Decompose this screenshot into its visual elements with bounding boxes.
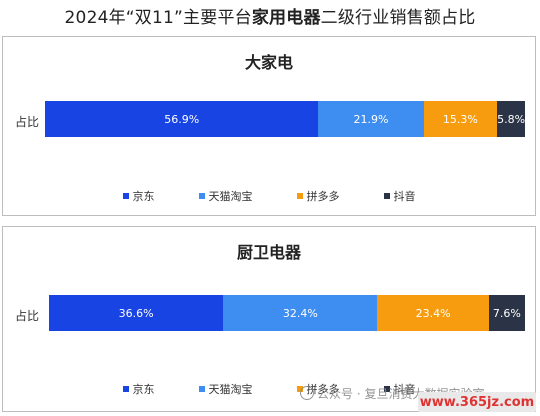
stacked-bar: 36.6% 32.4% 23.4% 7.6% — [49, 295, 525, 331]
legend-item: 天猫淘宝 — [198, 381, 253, 397]
chart-title: 厨卫电器 — [236, 243, 301, 262]
data-label: 36.6% — [118, 306, 154, 320]
legend-label: 拼多多 — [306, 383, 340, 396]
legend-item: 天猫淘宝 — [198, 188, 253, 204]
legend: 京东 天猫淘宝 拼多多 抖音 — [3, 188, 535, 204]
legend-label: 京东 — [132, 383, 155, 396]
legend-swatch — [198, 386, 205, 392]
data-label: 7.6% — [492, 306, 521, 320]
bar-segment-抖音: 5.8% — [497, 101, 525, 137]
legend-swatch — [122, 386, 129, 392]
data-label: 5.8% — [497, 112, 526, 126]
legend-item: 京东 — [122, 188, 155, 204]
bar-segment-京东: 36.6% — [49, 295, 224, 331]
bar-segment-拼多多: 15.3% — [423, 101, 498, 137]
bar-segment-拼多多: 23.4% — [377, 295, 489, 331]
legend-item: 拼多多 — [296, 188, 340, 204]
row-label: 占比 — [15, 115, 40, 129]
legend-swatch — [383, 386, 390, 392]
legend-label: 天猫淘宝 — [208, 383, 253, 396]
data-label: 21.9% — [353, 112, 389, 126]
title-prefix: 2024年“双11”主要平台 — [64, 8, 252, 28]
legend-item: 抖音 — [383, 381, 416, 397]
title-suffix: 二级行业销售额占比 — [320, 8, 476, 28]
legend: 京东 天猫淘宝 拼多多 抖音 — [3, 381, 535, 397]
legend-label: 抖音 — [393, 383, 416, 396]
page-title: 2024年“双11”主要平台家用电器二级行业销售额占比 — [0, 2, 540, 34]
bar-segment-抖音: 7.6% — [488, 295, 525, 331]
legend-swatch — [296, 193, 303, 199]
chart-title: 大家电 — [244, 53, 293, 72]
data-label: 15.3% — [442, 112, 478, 126]
legend-item: 京东 — [122, 381, 155, 397]
legend-swatch — [198, 193, 205, 199]
legend-swatch — [383, 193, 390, 199]
title-emphasis: 家用电器 — [251, 8, 321, 28]
site-stamp: www.365jz.com — [418, 392, 536, 412]
legend-label: 抖音 — [393, 190, 416, 203]
legend-swatch — [296, 386, 303, 392]
chart-panel-kitchen-bath-appliances: 厨卫电器 占比 36.6% 32.4% 23.4% 7.6% 京东 天猫淘宝 拼多多 抖音 — [2, 226, 536, 412]
legend-label: 拼多多 — [306, 190, 340, 203]
data-label: 23.4% — [415, 306, 451, 320]
data-label: 56.9% — [164, 112, 200, 126]
row-label: 占比 — [15, 309, 40, 323]
chart-panel-major-appliances: 大家电 占比 56.9% 21.9% 15.3% 5.8% 京东 天猫淘宝 拼多多 抖音 — [2, 36, 536, 216]
data-label: 32.4% — [282, 306, 318, 320]
bar-segment-京东: 56.9% — [45, 101, 319, 137]
legend-label: 京东 — [132, 190, 155, 203]
legend-item: 拼多多 — [296, 381, 340, 397]
legend-item: 抖音 — [383, 188, 416, 204]
stacked-bar: 56.9% 21.9% 15.3% 5.8% — [45, 101, 525, 137]
legend-label: 天猫淘宝 — [208, 190, 253, 203]
bar-segment-天猫淘宝: 21.9% — [318, 101, 424, 137]
legend-swatch — [122, 193, 129, 199]
wechat-icon — [300, 386, 314, 400]
bar-segment-天猫淘宝: 32.4% — [223, 295, 378, 331]
